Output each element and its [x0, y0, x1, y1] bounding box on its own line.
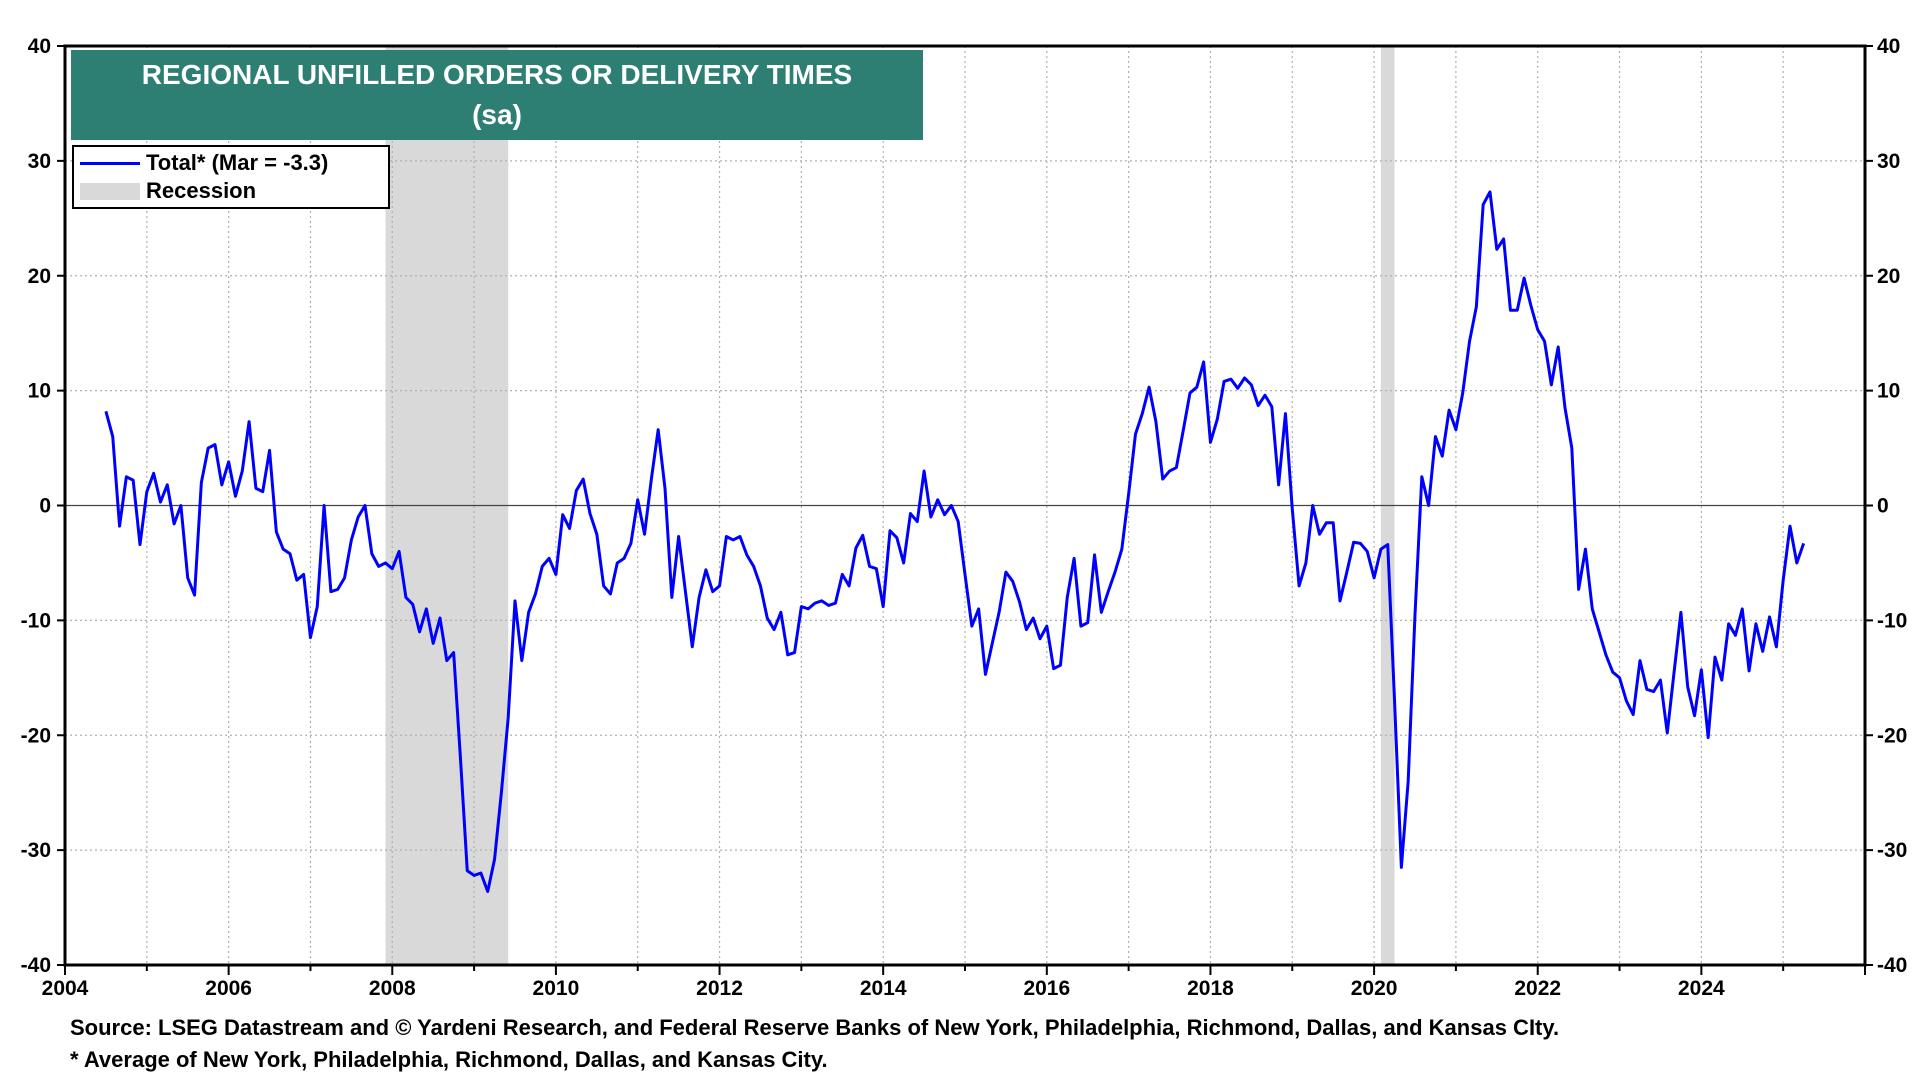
plot-frame: [63, 44, 1867, 967]
y-tick-right-10: 10: [1877, 380, 1900, 403]
y-tick-left-40: 40: [28, 35, 51, 58]
y-tick-left-0: 0: [39, 495, 51, 518]
series-line-total: [104, 190, 1806, 893]
legend-label-recession: Recession: [146, 178, 257, 203]
y-tick-right--10: -10: [1877, 609, 1907, 632]
y-tick-right--30: -30: [1877, 839, 1907, 862]
y-tick-right-0: 0: [1877, 495, 1889, 518]
y-tick-right-30: 30: [1877, 150, 1900, 173]
x-tick-2018: 2018: [1187, 977, 1234, 1000]
grid-lines: [65, 46, 1865, 965]
y-tick-left-30: 30: [28, 150, 51, 173]
y-tick-left--30: -30: [21, 839, 51, 862]
chart-title-box: REGIONAL UNFILLED ORDERS OR DELIVERY TIM…: [71, 50, 923, 140]
legend: Total* (Mar = -3.3) Recession: [72, 145, 390, 209]
y-tick-right-40: 40: [1877, 35, 1900, 58]
x-tick-2022: 2022: [1514, 977, 1561, 1000]
legend-label-total: Total* (Mar = -3.3): [146, 150, 329, 175]
y-tick-right--40: -40: [1877, 954, 1907, 977]
y-tick-left-10: 10: [28, 380, 51, 403]
y-tick-left--10: -10: [21, 609, 51, 632]
x-tick-2014: 2014: [860, 977, 907, 1000]
legend-swatch-band: [80, 183, 140, 200]
x-tick-2004: 2004: [42, 977, 89, 1000]
x-tick-2010: 2010: [533, 977, 580, 1000]
chart-title: REGIONAL UNFILLED ORDERS OR DELIVERY TIM…: [141, 59, 853, 90]
legend-swatch-line: [80, 162, 140, 165]
asterisk-footnote: * Average of New York, Philadelphia, Ric…: [70, 1047, 828, 1072]
x-tick-2024: 2024: [1678, 977, 1725, 1000]
y-tick-left--20: -20: [21, 724, 51, 747]
chart-subtitle: (sa): [472, 99, 522, 130]
y-tick-right-20: 20: [1877, 265, 1900, 288]
x-tick-2016: 2016: [1023, 977, 1070, 1000]
y-tick-left-20: 20: [28, 265, 51, 288]
x-tick-2020: 2020: [1351, 977, 1398, 1000]
x-tick-2006: 2006: [205, 977, 252, 1000]
x-tick-2008: 2008: [369, 977, 416, 1000]
y-tick-left--40: -40: [21, 954, 51, 977]
y-tick-right--20: -20: [1877, 724, 1907, 747]
source-footnote: Source: LSEG Datastream and © Yardeni Re…: [70, 1015, 1560, 1040]
x-tick-2012: 2012: [696, 977, 743, 1000]
